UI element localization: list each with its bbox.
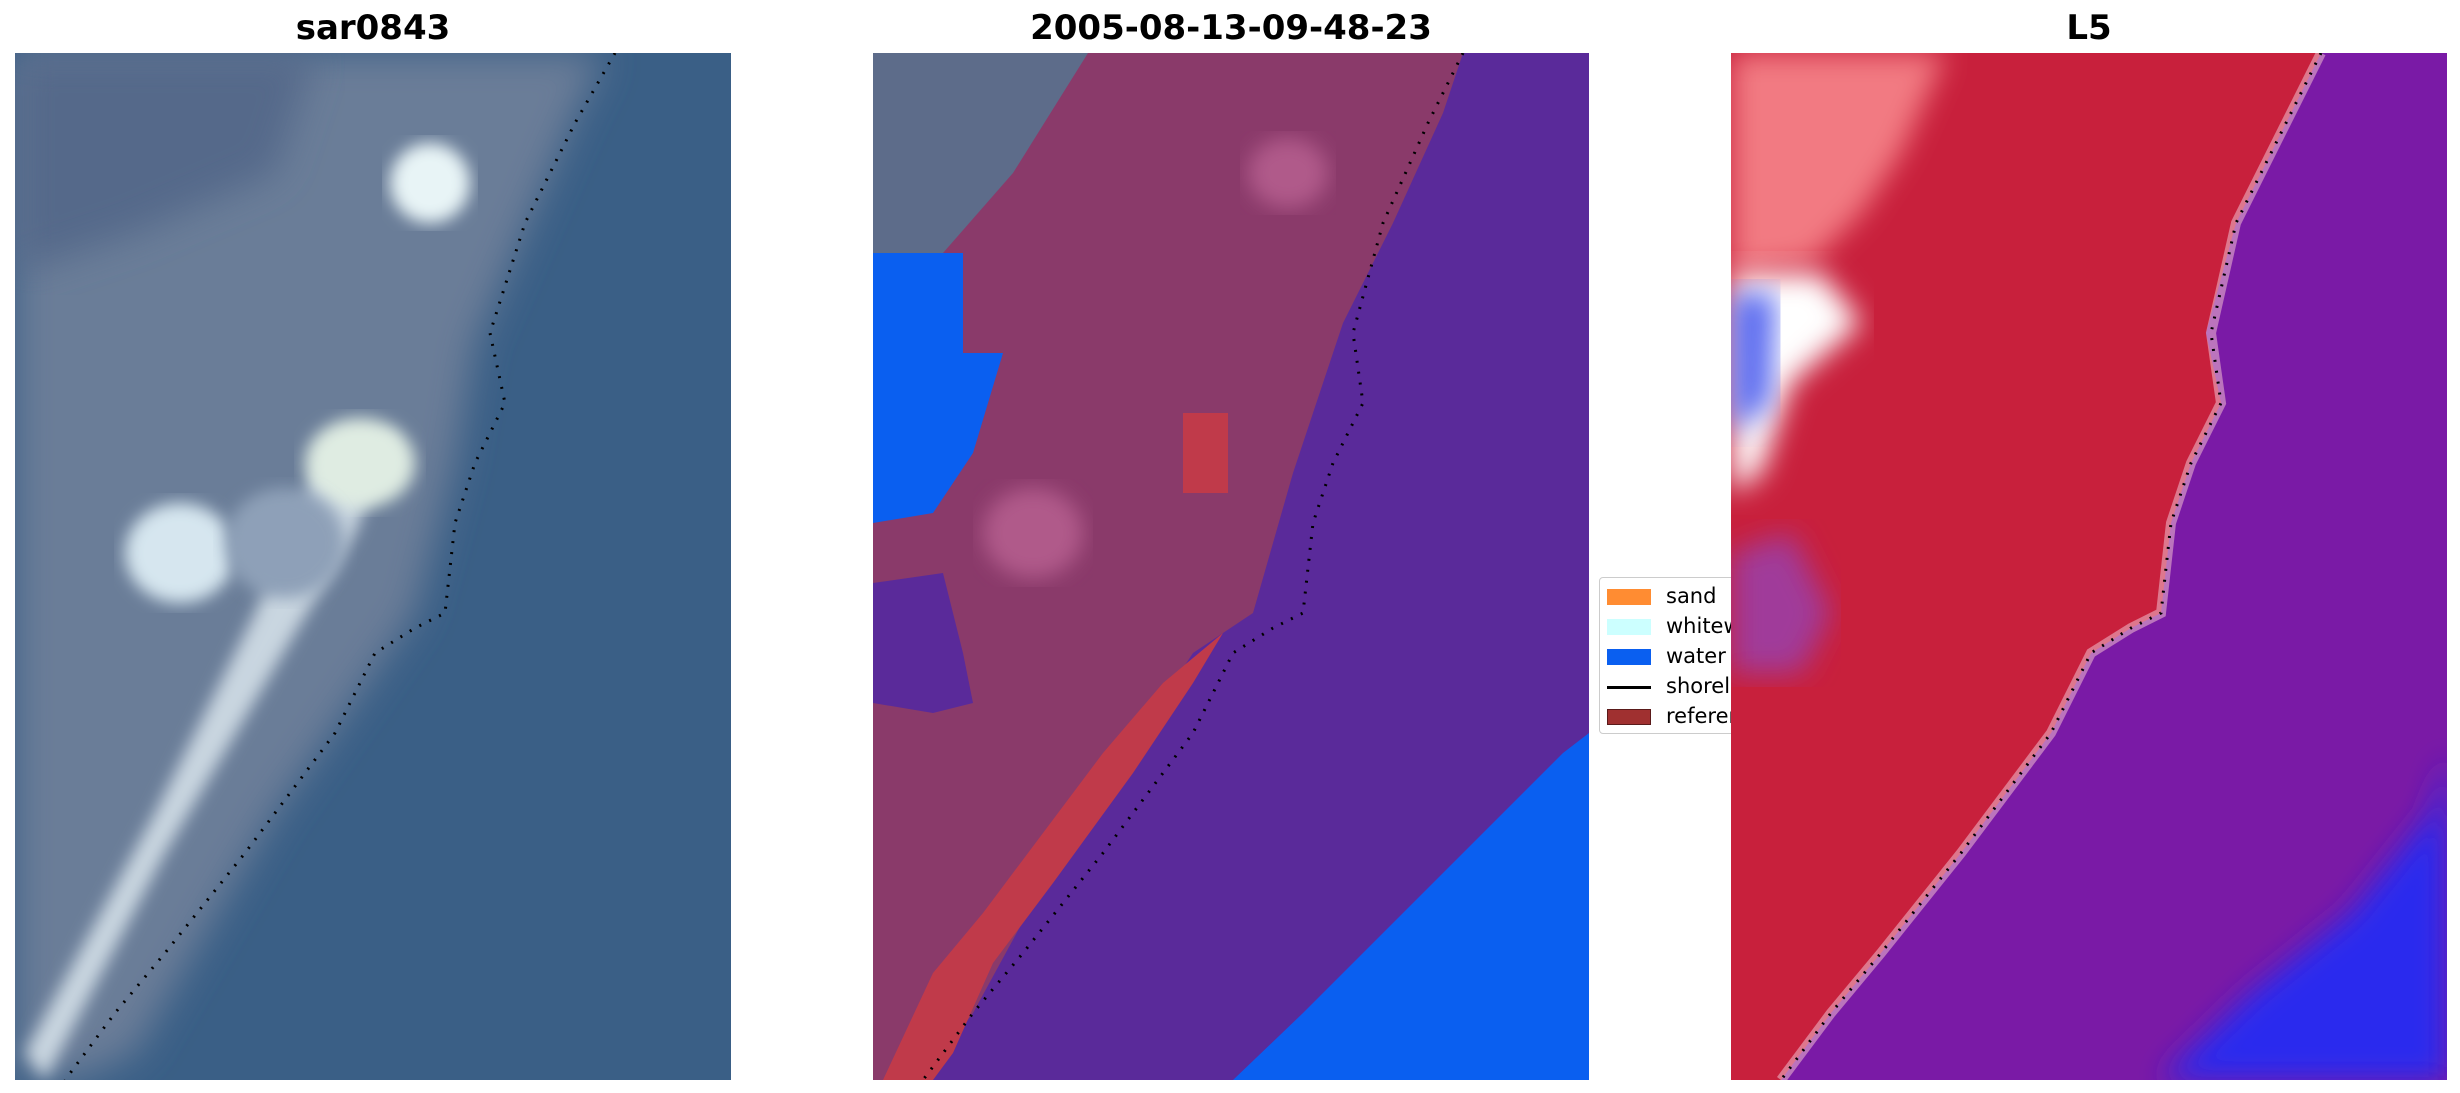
- class-sea: [1233, 733, 1589, 1080]
- rgb-bright-spot-3: [125, 503, 235, 603]
- class-land-grey: [873, 53, 1088, 283]
- legend-line-shoreline: [1607, 686, 1651, 689]
- index-panel: [1731, 53, 2447, 1080]
- class-land: [873, 53, 1463, 1080]
- index-sea: [2161, 753, 2447, 1080]
- classification-image: [873, 53, 1589, 1080]
- index-land-light: [1731, 53, 1946, 273]
- class-reference: [883, 633, 1223, 1080]
- index-purple-patch: [1731, 533, 1831, 673]
- legend-entry-water: water: [1600, 642, 1738, 670]
- legend-swatch-whitewater: [1607, 619, 1651, 635]
- rgb-bright-spot-1: [390, 143, 470, 223]
- class-highlight-2: [983, 488, 1083, 578]
- legend-swatch-reference: [1607, 709, 1651, 725]
- panel-title-classification: 2005-08-13-09-48-23: [1030, 8, 1432, 48]
- shoreline-3: [1779, 53, 2323, 1080]
- legend-label-shoreline: shorel: [1666, 674, 1731, 698]
- class-water-inland: [873, 253, 1003, 523]
- legend-entry-whitewater: whitew: [1600, 612, 1739, 640]
- rgb-land-dark: [15, 53, 315, 273]
- legend-label-water: water: [1666, 644, 1726, 668]
- index-blue-patch: [1731, 293, 1776, 433]
- rgb-image-panel: [15, 53, 731, 1080]
- rgb-bright-spot-2: [305, 418, 415, 508]
- legend-entry-reference: referen: [1600, 702, 1739, 730]
- rgb-image: [15, 53, 731, 1080]
- class-reference-patch: [1183, 413, 1228, 493]
- index-image: [1731, 53, 2447, 1080]
- legend-entry-shoreline: shorel: [1600, 672, 1738, 700]
- rgb-land-patch: [225, 488, 345, 598]
- legend: sand whitew water shorel referen: [1599, 577, 1739, 734]
- class-water-patch: [873, 573, 973, 713]
- legend-label-whitewater: whitew: [1666, 614, 1739, 638]
- legend-entry-sand: sand: [1600, 582, 1738, 610]
- legend-swatch-water: [1607, 649, 1651, 665]
- panel-title-rgb: sar0843: [295, 8, 451, 48]
- classification-panel: [873, 53, 1589, 1080]
- legend-label-sand: sand: [1666, 584, 1717, 608]
- legend-label-reference: referen: [1666, 704, 1739, 728]
- index-land: [1731, 53, 2321, 1080]
- legend-swatch-sand: [1607, 589, 1651, 605]
- class-highlight-1: [1248, 138, 1328, 208]
- panel-title-index: L5: [2066, 8, 2112, 48]
